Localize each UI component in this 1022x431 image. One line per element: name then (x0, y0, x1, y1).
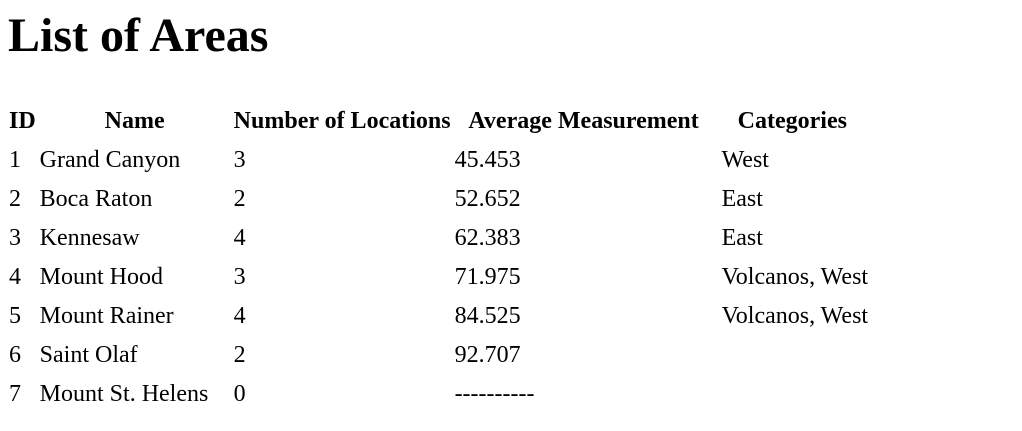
header-number-of-locations: Number of Locations (233, 108, 451, 135)
cell-categories (716, 337, 870, 374)
cell-number-of-locations: 3 (233, 264, 246, 291)
header-row: ID Name Number of Locations Average Meas… (8, 103, 869, 140)
header-name: Name (104, 108, 165, 135)
cell-average-measurement: 84.525 (454, 303, 521, 330)
cell-average-measurement: 92.707 (454, 342, 521, 369)
cell-number-of-locations: 0 (233, 381, 246, 408)
table-row: 1 Grand Canyon 3 45.453 West (8, 142, 869, 179)
cell-id: 3 (9, 225, 21, 252)
cell-average-measurement: 62.383 (454, 225, 521, 252)
cell-name: Mount Rainer (39, 303, 174, 330)
table-header: ID Name Number of Locations Average Meas… (8, 103, 869, 140)
table-row: 5 Mount Rainer 4 84.525 Volcanos, West (8, 298, 869, 335)
cell-categories: East (721, 186, 763, 213)
areas-table: ID Name Number of Locations Average Meas… (6, 101, 871, 415)
table-row: 7 Mount St. Helens 0 ---------- (8, 376, 869, 413)
cell-id: 1 (9, 147, 21, 174)
cell-categories: Volcanos, West (721, 264, 869, 291)
cell-name: Saint Olaf (39, 342, 138, 369)
header-categories: Categories (737, 108, 847, 135)
cell-number-of-locations: 2 (233, 186, 246, 213)
table-body: 1 Grand Canyon 3 45.453 West 2 Boca Rato… (8, 142, 869, 413)
cell-categories: West (721, 147, 769, 174)
cell-name: Mount Hood (39, 264, 164, 291)
cell-name: Mount St. Helens (39, 381, 209, 408)
cell-id: 5 (9, 303, 21, 330)
table-row: 3 Kennesaw 4 62.383 East (8, 220, 869, 257)
header-average-measurement: Average Measurement (468, 108, 699, 135)
cell-categories: East (721, 225, 763, 252)
header-id: ID (9, 108, 36, 135)
cell-id: 7 (9, 381, 21, 408)
cell-name: Kennesaw (39, 225, 140, 252)
cell-categories (716, 376, 870, 413)
cell-id: 2 (9, 186, 21, 213)
cell-name: Boca Raton (39, 186, 153, 213)
cell-number-of-locations: 4 (233, 303, 246, 330)
cell-name: Grand Canyon (39, 147, 181, 174)
cell-average-measurement: 45.453 (454, 147, 521, 174)
cell-average-measurement: 52.652 (454, 186, 521, 213)
cell-average-measurement: ---------- (454, 381, 535, 408)
page: List of Areas ID Name Number of Location… (0, 8, 1022, 415)
cell-number-of-locations: 4 (233, 225, 246, 252)
cell-number-of-locations: 2 (233, 342, 246, 369)
table-row: 6 Saint Olaf 2 92.707 (8, 337, 869, 374)
cell-id: 6 (9, 342, 21, 369)
cell-categories: Volcanos, West (721, 303, 869, 330)
cell-id: 4 (9, 264, 21, 291)
table-row: 4 Mount Hood 3 71.975 Volcanos, West (8, 259, 869, 296)
cell-number-of-locations: 3 (233, 147, 246, 174)
page-title: List of Areas (8, 9, 269, 62)
table-row: 2 Boca Raton 2 52.652 East (8, 181, 869, 218)
cell-average-measurement: 71.975 (454, 264, 521, 291)
